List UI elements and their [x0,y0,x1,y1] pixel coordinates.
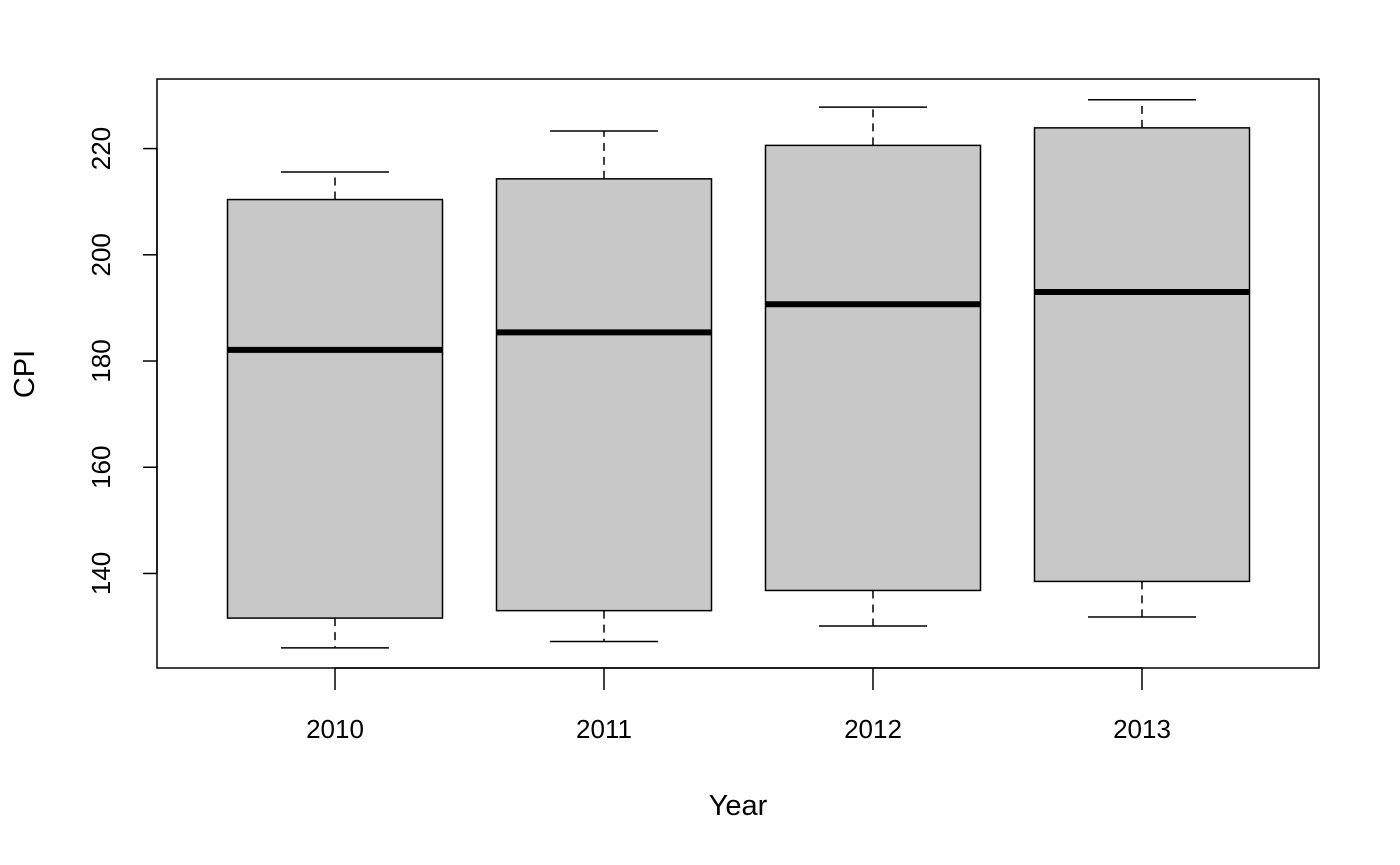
y-tick-label: 220 [86,127,116,170]
box-iqr [495,178,713,612]
box-group-2010 [226,171,444,649]
box-group-2012 [764,106,982,627]
y-axis-label: CPI [9,350,41,398]
x-axis: 2010 2011 2012 2013 [306,667,1171,744]
x-tick-label: 2012 [844,714,902,744]
x-tick-label: 2013 [1113,714,1171,744]
x-tick-label: 2011 [576,714,632,744]
y-tick-label: 200 [86,233,116,276]
box-iqr [1033,127,1251,583]
x-tick-label: 2010 [306,714,364,744]
box-group-2013 [1033,98,1251,618]
y-tick-label: 140 [86,552,116,595]
y-tick-label: 160 [86,446,116,489]
box-group-2011 [495,130,713,643]
box-iqr [764,144,982,592]
boxes-layer [226,98,1251,649]
x-axis-label: Year [709,790,768,822]
y-tick-label: 180 [86,339,116,382]
box-iqr [226,198,444,619]
y-axis: 140 160 180 200 220 [86,127,158,595]
